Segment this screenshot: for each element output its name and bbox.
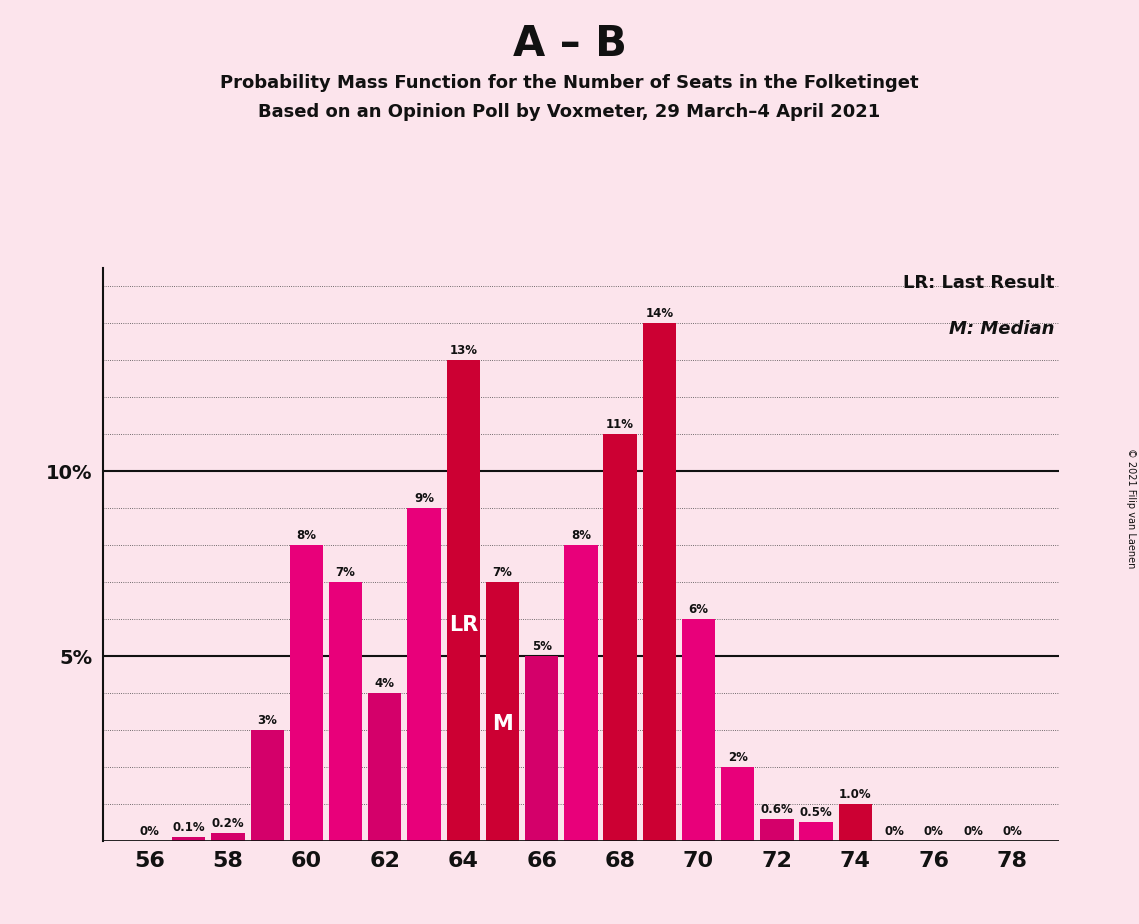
Text: © 2021 Filip van Laenen: © 2021 Filip van Laenen [1126,448,1136,568]
Bar [761,819,794,841]
Text: 1.0%: 1.0% [839,788,871,801]
Text: 4%: 4% [375,677,395,690]
Text: Based on an Opinion Poll by Voxmeter, 29 March–4 April 2021: Based on an Opinion Poll by Voxmeter, 29… [259,103,880,121]
Text: 0%: 0% [1002,825,1022,838]
Text: 8%: 8% [296,529,317,542]
Text: 3%: 3% [257,714,277,727]
Bar [408,508,441,841]
Text: LR: Last Result: LR: Last Result [903,274,1055,292]
Text: 0.1%: 0.1% [172,821,205,834]
Text: LR: LR [449,614,478,635]
Text: 6%: 6% [688,603,708,616]
Bar [642,323,675,841]
Bar [446,360,480,841]
Bar [212,833,245,841]
Text: 8%: 8% [571,529,591,542]
Bar [289,545,323,841]
Text: 11%: 11% [606,419,634,432]
Text: Probability Mass Function for the Number of Seats in the Folketinget: Probability Mass Function for the Number… [220,74,919,91]
Text: 5%: 5% [532,640,551,653]
Text: 0%: 0% [885,825,904,838]
Bar [800,822,833,841]
Text: M: Median: M: Median [949,320,1055,337]
Text: 2%: 2% [728,751,747,764]
Bar [525,656,558,841]
Bar [486,582,519,841]
Text: 0.2%: 0.2% [212,818,244,831]
Bar [368,693,402,841]
Bar [721,767,754,841]
Text: 0%: 0% [924,825,944,838]
Text: 7%: 7% [336,566,355,579]
Text: 9%: 9% [415,492,434,505]
Bar [251,730,284,841]
Bar [604,434,637,841]
Bar [838,804,872,841]
Text: 0%: 0% [964,825,983,838]
Text: 0%: 0% [140,825,159,838]
Text: 14%: 14% [646,308,673,321]
Text: 13%: 13% [449,345,477,358]
Bar [329,582,362,841]
Bar [172,837,205,841]
Text: 0.5%: 0.5% [800,807,833,820]
Bar [564,545,598,841]
Text: 7%: 7% [492,566,513,579]
Bar [682,619,715,841]
Text: 0.6%: 0.6% [761,803,794,816]
Text: M: M [492,714,513,735]
Text: A – B: A – B [513,23,626,65]
